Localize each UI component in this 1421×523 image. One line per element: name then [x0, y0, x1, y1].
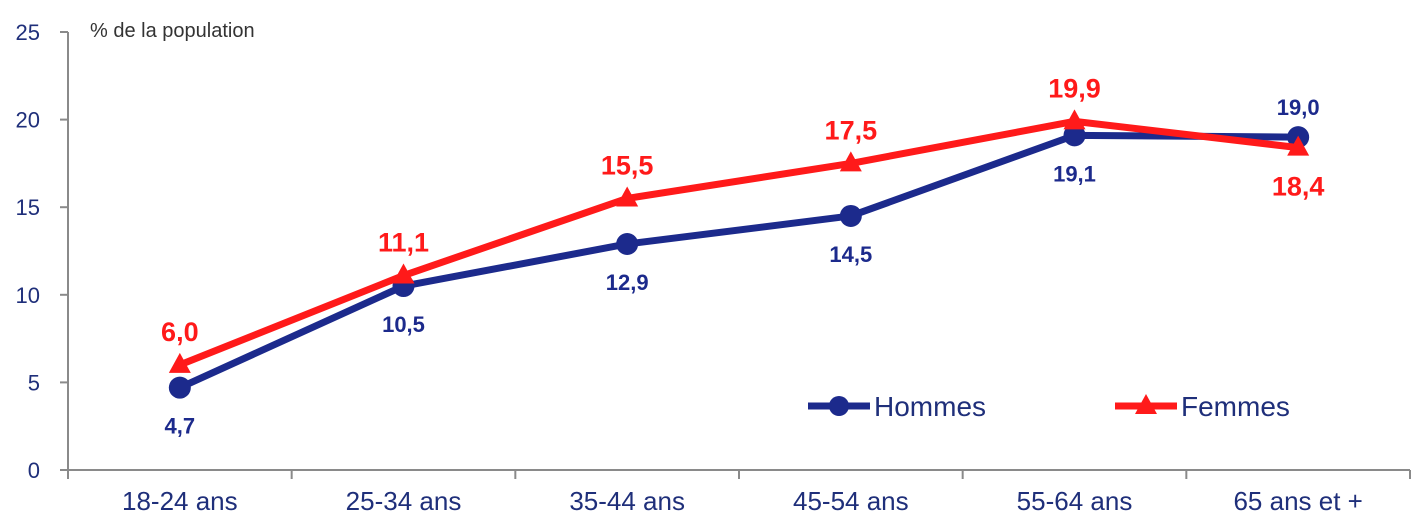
point-hommes: [839, 204, 862, 227]
x-tick-label: 18-24 ans: [122, 486, 238, 516]
data-label-hommes: 19,1: [1053, 161, 1096, 186]
legend-label-hommes: Hommes: [874, 391, 986, 422]
data-label-hommes: 4,7: [165, 414, 196, 439]
legend-marker-femmes: [1135, 394, 1157, 414]
y-tick-label: 20: [16, 108, 40, 133]
y-axis-unit-label: % de la population: [90, 20, 255, 42]
point-hommes: [168, 376, 191, 399]
point-femmes: [1287, 135, 1310, 156]
point-hommes: [1063, 124, 1086, 147]
point-femmes: [168, 352, 191, 373]
x-axis-ticks: 18-24 ans 25-34 ans 35-44 ans 45-54 ans 55-6…: [67, 470, 1411, 516]
data-label-femmes: 18,4: [1272, 172, 1325, 202]
data-labels: 4,7 10,5 12,9 14,5 19,1 19,0 6,0 11,1 15,5 17,5 19…: [161, 73, 1324, 438]
x-tick-label: 65 ans et +: [1233, 486, 1362, 516]
data-label-hommes: 14,5: [829, 242, 872, 267]
legend-label-femmes: Femmes: [1181, 391, 1290, 422]
legend-marker-hommes: [829, 396, 849, 416]
data-label-hommes: 19,0: [1277, 95, 1320, 120]
series-layer: [168, 109, 1310, 399]
data-label-femmes: 6,0: [161, 317, 199, 347]
x-tick-label: 35-44 ans: [569, 486, 685, 516]
data-label-hommes: 12,9: [606, 270, 649, 295]
x-tick-label: 25-34 ans: [346, 486, 462, 516]
y-tick-label: 10: [16, 283, 40, 308]
data-label-hommes: 10,5: [382, 312, 425, 337]
point-femmes: [392, 263, 415, 284]
data-label-femmes: 15,5: [601, 150, 654, 180]
y-tick-label: 5: [28, 370, 40, 395]
series-line-femmes: [178, 117, 1299, 369]
x-tick-label: 55-64 ans: [1017, 486, 1133, 516]
data-label-femmes: 19,9: [1048, 73, 1101, 103]
y-tick-label: 25: [16, 20, 40, 45]
series-line-hommes: [178, 131, 1299, 391]
data-label-femmes: 11,1: [378, 228, 429, 258]
y-axis-ticks: 0 5 10 15 20 25: [16, 20, 68, 483]
point-femmes: [1063, 109, 1086, 130]
x-tick-label: 45-54 ans: [793, 486, 909, 516]
point-hommes: [616, 232, 639, 255]
data-label-femmes: 17,5: [825, 115, 878, 145]
point-femmes: [839, 151, 862, 172]
y-tick-label: 15: [16, 195, 40, 220]
legend: Hommes Femmes: [808, 391, 1290, 422]
point-femmes: [616, 186, 639, 207]
y-tick-label: 0: [28, 458, 40, 483]
